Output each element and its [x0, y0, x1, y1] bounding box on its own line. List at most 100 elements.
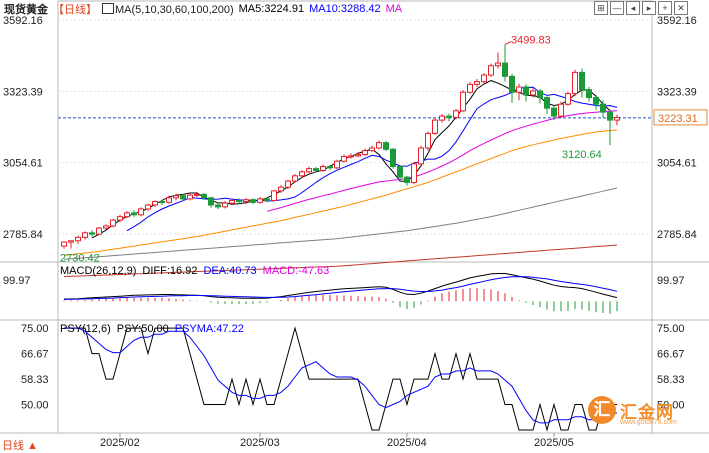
- candle-down[interactable]: [236, 198, 242, 204]
- candle-down[interactable]: [264, 197, 270, 203]
- candle-down[interactable]: [208, 196, 214, 208]
- candle-up[interactable]: [614, 114, 620, 126]
- candle-up[interactable]: [474, 79, 480, 87]
- candle-up[interactable]: [75, 235, 81, 244]
- grid-icon[interactable]: ⊞: [594, 1, 608, 15]
- candle-up[interactable]: [166, 195, 172, 204]
- candle-up[interactable]: [334, 159, 340, 170]
- candle-down[interactable]: [201, 193, 207, 200]
- candle-down[interactable]: [600, 100, 606, 118]
- candle-down[interactable]: [593, 94, 599, 110]
- candle-down[interactable]: [131, 210, 137, 217]
- psy-panel[interactable]: [64, 326, 618, 432]
- candle-up[interactable]: [439, 114, 445, 123]
- candle-up[interactable]: [558, 101, 564, 119]
- candle-up[interactable]: [173, 193, 179, 201]
- candle-up[interactable]: [117, 214, 123, 223]
- high-marker-line: [504, 41, 512, 46]
- candle-up[interactable]: [453, 108, 459, 120]
- candle-down[interactable]: [523, 84, 529, 102]
- candle-up[interactable]: [68, 240, 74, 249]
- candle-up[interactable]: [481, 73, 487, 84]
- candle-up[interactable]: [152, 200, 158, 207]
- candle-up[interactable]: [411, 161, 417, 185]
- candle-up[interactable]: [369, 145, 375, 152]
- right-arrow-icon[interactable]: ▸: [642, 1, 656, 15]
- candle-up[interactable]: [229, 198, 235, 205]
- candle-body: [390, 148, 396, 168]
- candle-up[interactable]: [306, 166, 312, 174]
- low-price-label: 3120.64: [562, 149, 602, 161]
- candle-up[interactable]: [432, 118, 438, 135]
- candle-up[interactable]: [495, 52, 501, 69]
- candle-down[interactable]: [551, 105, 557, 121]
- candle-down[interactable]: [404, 175, 410, 186]
- candle-down[interactable]: [446, 113, 452, 122]
- left-arrow-icon[interactable]: ◂: [626, 1, 640, 15]
- candle-up[interactable]: [460, 90, 466, 113]
- macd-dea-value: DEA:40.73: [203, 265, 257, 277]
- candle-up[interactable]: [530, 88, 536, 98]
- candle-up[interactable]: [257, 197, 263, 204]
- candle-down[interactable]: [180, 194, 186, 201]
- zoom-in-icon[interactable]: +: [658, 1, 672, 15]
- candle-up[interactable]: [61, 241, 67, 249]
- candle-down[interactable]: [327, 164, 333, 170]
- candle-down[interactable]: [313, 167, 319, 173]
- period-switch[interactable]: 日线 ▲: [2, 440, 38, 452]
- candle-up[interactable]: [278, 185, 284, 194]
- candle-up[interactable]: [292, 173, 298, 183]
- candle-down[interactable]: [586, 86, 592, 102]
- candle-up[interactable]: [110, 218, 116, 228]
- candle-down[interactable]: [397, 165, 403, 182]
- candle-up[interactable]: [243, 197, 249, 205]
- candle-up[interactable]: [82, 231, 88, 240]
- candle-down[interactable]: [390, 147, 396, 169]
- candle-down[interactable]: [250, 198, 256, 205]
- candle-down[interactable]: [215, 202, 221, 209]
- ma-params[interactable]: MA(5,10,30,60,100,200): [102, 2, 234, 16]
- period-label[interactable]: 【日线】: [53, 4, 97, 16]
- ma-line-ma30: [266, 110, 618, 212]
- close-icon[interactable]: ✕: [674, 1, 688, 15]
- candle-up[interactable]: [138, 207, 144, 217]
- candle-down[interactable]: [159, 199, 165, 205]
- candle-up[interactable]: [187, 193, 193, 201]
- candle-down[interactable]: [502, 44, 508, 82]
- candle-up[interactable]: [222, 201, 228, 209]
- candle-up[interactable]: [488, 63, 494, 77]
- candle-up[interactable]: [355, 151, 361, 158]
- psyma-value: PSYMA:47.22: [174, 323, 244, 335]
- candle-up[interactable]: [320, 164, 326, 172]
- macd-panel[interactable]: [63, 273, 618, 314]
- candle-down[interactable]: [544, 96, 550, 115]
- minus-icon[interactable]: —: [610, 1, 624, 15]
- candle-up[interactable]: [341, 154, 347, 163]
- candle-up[interactable]: [145, 203, 151, 212]
- candle-down[interactable]: [89, 230, 95, 237]
- candle-up[interactable]: [572, 69, 578, 97]
- candle-up[interactable]: [103, 224, 109, 230]
- candle-up[interactable]: [516, 83, 522, 101]
- candle-up[interactable]: [96, 226, 102, 236]
- ma-more: MA: [385, 3, 403, 15]
- candle-down[interactable]: [607, 109, 613, 146]
- candle-up[interactable]: [348, 153, 354, 159]
- candlestick-series[interactable]: [61, 44, 620, 249]
- candle-up[interactable]: [425, 131, 431, 151]
- candle-down[interactable]: [509, 73, 515, 103]
- candle-up[interactable]: [285, 179, 291, 190]
- candle-down[interactable]: [383, 141, 389, 152]
- candle-up[interactable]: [362, 148, 368, 156]
- candle-up[interactable]: [194, 191, 200, 198]
- candle-up[interactable]: [565, 91, 571, 107]
- candle-down[interactable]: [579, 68, 585, 98]
- macd-dea-line: [63, 276, 618, 300]
- candle-up[interactable]: [299, 170, 305, 178]
- candle-down[interactable]: [537, 89, 543, 104]
- candle-up[interactable]: [418, 145, 424, 166]
- candle-up[interactable]: [271, 189, 277, 201]
- candle-up[interactable]: [467, 82, 473, 94]
- candle-up[interactable]: [376, 140, 382, 150]
- candle-up[interactable]: [124, 211, 130, 219]
